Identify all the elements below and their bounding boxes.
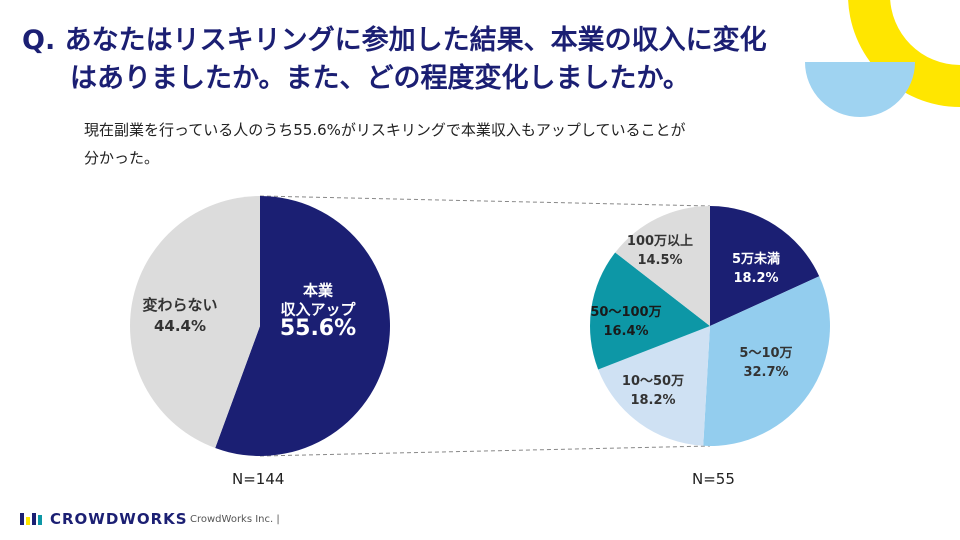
- breakdown-pie-n-label: N=55: [692, 470, 735, 488]
- pie0-category-label-0-0: 本業: [303, 282, 334, 300]
- pie0-category-label-1-0: 変わらない: [142, 296, 217, 314]
- pie1-value-label-1: 32.7%: [743, 365, 788, 380]
- pie1-slice-3: [590, 252, 710, 370]
- pie1-slice-4: [615, 206, 710, 326]
- company-name: CrowdWorks Inc. |: [190, 514, 280, 525]
- connector-line-bottom: [259, 445, 711, 457]
- connector-line-top: [259, 195, 711, 207]
- main-pie-n-label: N=144: [232, 470, 285, 488]
- pie1-value-label-3: 16.4%: [603, 324, 648, 339]
- logo-text: CROWDWORKS: [50, 510, 188, 528]
- deco-blue-half-circle: [805, 62, 915, 117]
- pie1-category-label-3-0: 50〜100万: [590, 305, 661, 320]
- pie1-slice-0: [710, 206, 820, 326]
- pie1-category-label-1-0: 5〜10万: [739, 346, 792, 361]
- pie0-value-label-1: 44.4%: [154, 317, 206, 335]
- question-title: Q. あなたはリスキリングに参加した結果、本業の収入に変化 はありましたか。また…: [22, 22, 852, 98]
- pie0-value-label-0: 55.6%: [280, 316, 356, 341]
- question-title-line2: はありましたか。また、どの程度変化しましたか。: [70, 63, 690, 94]
- logo-mark-icon: [20, 513, 42, 525]
- pie1-value-label-2: 18.2%: [630, 393, 675, 408]
- pie0-slice-1: [130, 196, 260, 449]
- pie1-slice-1: [703, 276, 831, 446]
- pie1-slice-2: [598, 326, 710, 446]
- pie1-category-label-4-0: 100万以上: [627, 234, 693, 249]
- crowdworks-logo: CROWDWORKS: [20, 510, 188, 528]
- deco-yellow-arc: [848, 0, 960, 107]
- pie1-category-label-0-0: 5万未満: [732, 251, 780, 267]
- summary-line1: 現在副業を行っている人のうち55.6%がリスキリングで本業収入もアップしているこ…: [84, 121, 686, 139]
- summary-text: 現在副業を行っている人のうち55.6%がリスキリングで本業収入もアップしているこ…: [84, 116, 864, 172]
- pie1-value-label-4: 14.5%: [637, 253, 682, 268]
- summary-line2: 分かった。: [84, 149, 160, 167]
- question-title-line1: Q. あなたはリスキリングに参加した結果、本業の収入に変化: [22, 25, 767, 56]
- pie0-category-label-0-1: 収入アップ: [280, 301, 356, 319]
- pie1-category-label-2-0: 10〜50万: [622, 374, 684, 389]
- pie1-value-label-0: 18.2%: [733, 271, 778, 286]
- pie0-slice-0: [215, 196, 391, 456]
